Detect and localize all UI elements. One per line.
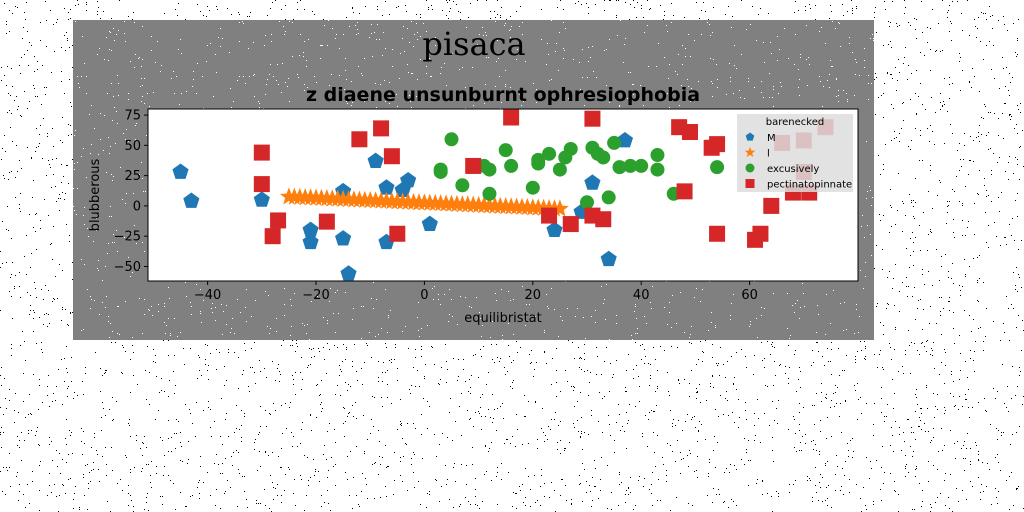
point-series-3 [498, 143, 513, 158]
point-series-4 [676, 183, 693, 200]
point-series-1 [421, 215, 438, 231]
y-tick-label: −50 [114, 260, 141, 275]
point-series-1 [600, 250, 617, 267]
point-series-3 [596, 150, 611, 165]
point-series-4 [709, 136, 726, 153]
point-series-4 [465, 157, 482, 174]
point-series-1 [367, 152, 384, 168]
point-series-4 [681, 124, 698, 141]
point-series-3 [455, 178, 470, 193]
point-series-4 [270, 212, 287, 229]
point-series-1 [340, 265, 357, 281]
point-series-3 [531, 152, 546, 167]
legend-label-1: M [767, 133, 776, 144]
point-series-4 [562, 216, 579, 233]
point-series-3 [504, 158, 519, 173]
point-series-4 [351, 131, 368, 148]
point-series-2 [550, 199, 569, 217]
point-series-1 [584, 174, 601, 190]
y-tick-label: −25 [114, 230, 141, 245]
legend-marker-3 [745, 163, 755, 173]
y-tick-label: 25 [124, 169, 141, 184]
point-series-1 [302, 221, 319, 237]
x-tick-label: 0 [420, 288, 428, 303]
legend-label-4: pectinatopinnate [767, 180, 852, 191]
point-series-3 [444, 132, 459, 147]
point-series-3 [563, 141, 578, 156]
point-series-4 [752, 225, 769, 242]
point-series-4 [383, 148, 400, 165]
point-series-4 [389, 225, 406, 242]
point-series-3 [433, 162, 448, 177]
point-series-1 [400, 171, 417, 188]
scatter-chart: pisaca z diaene unsunburnt ophresiophobi… [73, 20, 874, 340]
legend-label-2: l [767, 149, 770, 160]
point-series-3 [525, 180, 540, 195]
axis-ticks: −40 −20 0 20 40 60 −50 −25 0 25 50 75 [114, 109, 758, 303]
x-tick-label: −20 [302, 288, 329, 303]
point-series-4 [584, 110, 601, 127]
point-series-3 [552, 162, 567, 177]
point-series-3 [601, 190, 616, 205]
x-axis-label: equilibristat [464, 311, 541, 326]
point-series-3 [650, 148, 665, 163]
chart-title: z diaene unsunburnt ophresiophobia [306, 84, 700, 106]
point-series-3 [482, 162, 497, 177]
legend-box [737, 114, 853, 192]
point-series-3 [623, 158, 638, 173]
figure-suptitle: pisaca [422, 25, 525, 63]
point-series-4 [253, 176, 270, 193]
point-series-3 [542, 146, 557, 161]
point-series-1 [253, 191, 270, 207]
legend-label-3: excusively [767, 164, 819, 175]
x-tick-label: 60 [741, 288, 758, 303]
chart-legend: barenecked Ml excusively pectinatopinnate [737, 114, 853, 192]
point-series-1 [335, 230, 352, 246]
point-series-4 [373, 120, 390, 137]
point-series-3 [580, 195, 595, 210]
y-tick-label: 75 [124, 109, 141, 124]
legend-title: barenecked [766, 117, 824, 128]
point-series-1 [546, 221, 563, 237]
point-series-3 [650, 162, 665, 177]
figure-panel: pisaca z diaene unsunburnt ophresiophobi… [73, 20, 874, 340]
y-axis-label: blubberous [88, 158, 103, 231]
x-tick-label: 40 [633, 288, 650, 303]
point-series-4 [264, 228, 281, 245]
point-series-3 [710, 160, 725, 175]
point-series-1 [302, 233, 319, 250]
point-series-4 [318, 213, 335, 230]
point-series-4 [763, 197, 780, 214]
x-tick-label: 20 [525, 288, 542, 303]
legend-marker-2 [744, 147, 756, 157]
point-series-3 [482, 186, 497, 201]
legend-marker-4 [745, 179, 755, 188]
y-tick-label: 50 [124, 139, 141, 154]
point-series-1 [378, 179, 395, 195]
point-series-3 [634, 158, 649, 173]
point-series-4 [503, 109, 520, 126]
point-series-3 [607, 135, 622, 150]
point-series-1 [183, 192, 200, 208]
point-series-4 [709, 225, 726, 242]
point-series-4 [595, 211, 612, 228]
point-series-3 [612, 160, 627, 175]
point-series-4 [253, 144, 270, 161]
x-tick-label: −40 [194, 288, 221, 303]
point-series-1 [172, 163, 189, 179]
y-tick-label: 0 [133, 199, 141, 214]
point-series-4 [541, 207, 558, 224]
legend-marker-1 [745, 132, 755, 141]
